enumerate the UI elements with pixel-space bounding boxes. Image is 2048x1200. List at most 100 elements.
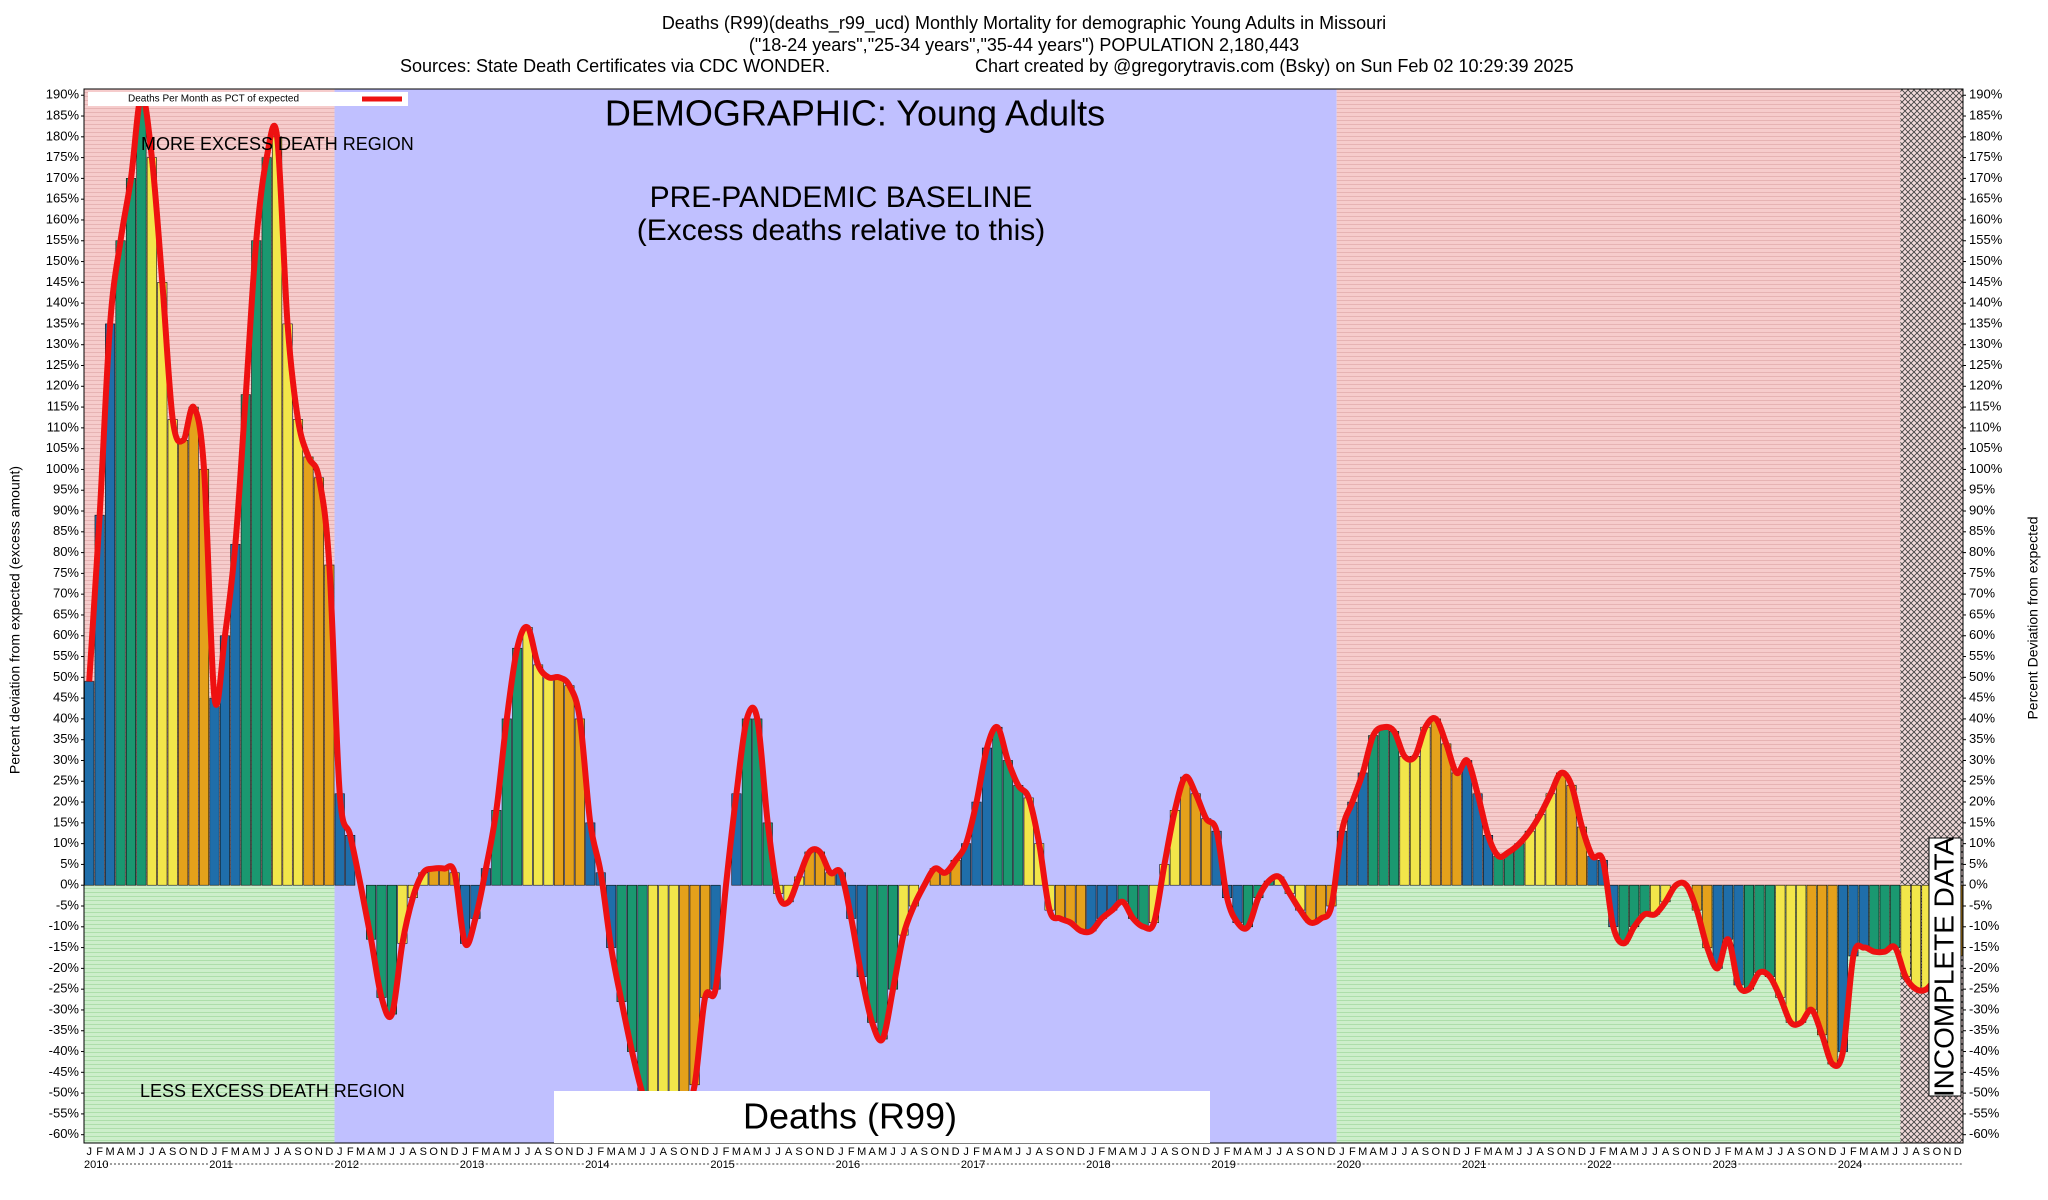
y2-tick-label: 160%	[1969, 211, 2003, 226]
x-tick-label: A	[242, 1146, 250, 1158]
x-tick-label: D	[952, 1146, 960, 1158]
bar	[84, 681, 95, 886]
year-label: 2020	[1337, 1159, 1361, 1171]
x-tick-label: J	[1391, 1146, 1397, 1158]
x-tick-label: M	[732, 1146, 741, 1158]
x-tick-label: F	[973, 1146, 980, 1158]
x-tick-label: M	[1379, 1146, 1388, 1158]
x-tick-label: M	[1504, 1146, 1513, 1158]
x-tick-label: M	[481, 1146, 490, 1158]
x-tick-label: J	[838, 1146, 844, 1158]
x-tick-label: N	[1192, 1146, 1200, 1158]
x-tick-label: J	[1266, 1146, 1272, 1158]
y-tick-label: -50%	[49, 1085, 80, 1100]
bar	[1075, 884, 1086, 932]
x-tick-label: J	[775, 1146, 781, 1158]
x-tick-label: F	[1474, 1146, 1481, 1158]
y2-tick-label: 100%	[1969, 461, 2003, 476]
bar	[1420, 726, 1431, 886]
y2-tick-label: 95%	[1969, 482, 1995, 497]
annotation: MORE EXCESS DEATH REGION	[141, 134, 414, 154]
bar	[637, 884, 648, 1094]
y-tick-label: 0%	[60, 877, 79, 892]
x-tick-label: M	[878, 1146, 887, 1158]
y-tick-label: 155%	[46, 232, 80, 247]
year-label: 2014	[585, 1159, 609, 1171]
x-tick-label: O	[429, 1146, 438, 1158]
x-tick-label: M	[1630, 1146, 1639, 1158]
bar	[157, 282, 168, 886]
y2-tick-label: 20%	[1969, 793, 1995, 808]
x-tick-label: A	[117, 1146, 125, 1158]
bar	[1743, 884, 1755, 990]
bar	[1378, 726, 1389, 886]
bar	[1827, 884, 1838, 1065]
y-tick-label: 35%	[53, 731, 79, 746]
x-tick-label: J	[86, 1146, 92, 1158]
x-tick-label: O	[304, 1146, 313, 1158]
y2-tick-label: -5%	[1969, 897, 1993, 912]
bar	[992, 726, 1003, 886]
y-tick-label: 20%	[53, 793, 79, 808]
year-label: 2010	[84, 1159, 108, 1171]
year-label: 2016	[836, 1159, 860, 1171]
bar	[1806, 884, 1817, 1011]
y2-tick-label: 70%	[1969, 586, 1995, 601]
x-tick-label: N	[1818, 1146, 1826, 1158]
x-tick-label: A	[1620, 1146, 1628, 1158]
bar	[553, 677, 564, 886]
y2-tick-label: 10%	[1969, 835, 1995, 850]
x-tick-label: M	[1129, 1146, 1138, 1158]
x-tick-label: S	[420, 1146, 427, 1158]
y2-tick-label: -60%	[1969, 1126, 2000, 1141]
year-label: 2018	[1086, 1159, 1110, 1171]
x-tick-label: N	[1568, 1146, 1576, 1158]
y2-tick-label: -30%	[1969, 1001, 2000, 1016]
bar	[1639, 884, 1650, 915]
x-tick-label: J	[1016, 1146, 1022, 1158]
x-tick-label: J	[400, 1146, 406, 1158]
x-tick-label: A	[1662, 1146, 1670, 1158]
legend-box	[88, 92, 408, 106]
y2-tick-label: -25%	[1969, 981, 2000, 996]
y-tick-label: 25%	[53, 773, 79, 788]
x-tick-label: O	[1682, 1146, 1691, 1158]
bar	[313, 477, 324, 886]
x-tick-label: S	[545, 1146, 552, 1158]
y-tick-label: 165%	[46, 191, 80, 206]
x-tick-label: M	[377, 1146, 386, 1158]
x-tick-label: M	[1859, 1146, 1868, 1158]
x-tick-label: O	[1807, 1146, 1816, 1158]
y2-tick-label: -55%	[1969, 1105, 2000, 1120]
y2-tick-label: 80%	[1969, 544, 1995, 559]
bar	[251, 240, 262, 886]
bar	[1389, 731, 1400, 886]
y2-tick-label: 105%	[1969, 440, 2003, 455]
x-tick-label: O	[1557, 1146, 1566, 1158]
y-tick-label: -40%	[49, 1043, 80, 1058]
x-tick-label: A	[1370, 1146, 1378, 1158]
x-tick-label: O	[930, 1146, 939, 1158]
x-tick-label: J	[1214, 1146, 1220, 1158]
x-tick-label: A	[493, 1146, 501, 1158]
x-tick-label: D	[1703, 1146, 1711, 1158]
x-tick-label: J	[1767, 1146, 1773, 1158]
y2-tick-label: -40%	[1969, 1043, 2000, 1058]
y-tick-label: 135%	[46, 315, 80, 330]
x-tick-label: A	[1411, 1146, 1419, 1158]
x-tick-label: N	[1066, 1146, 1074, 1158]
x-tick-label: J	[525, 1146, 531, 1158]
x-tick-label: M	[1755, 1146, 1764, 1158]
year-label: 2013	[460, 1159, 484, 1171]
x-tick-label: M	[982, 1146, 991, 1158]
x-tick-label: J	[765, 1146, 771, 1158]
x-tick-label: O	[1432, 1146, 1441, 1158]
y-tick-label: -25%	[49, 981, 80, 996]
y2-tick-label: 140%	[1969, 295, 2003, 310]
x-tick-label: F	[597, 1146, 604, 1158]
x-tick-label: A	[910, 1146, 918, 1158]
x-tick-label: M	[1254, 1146, 1263, 1158]
x-tick-label: S	[1923, 1146, 1930, 1158]
x-tick-label: N	[1693, 1146, 1701, 1158]
